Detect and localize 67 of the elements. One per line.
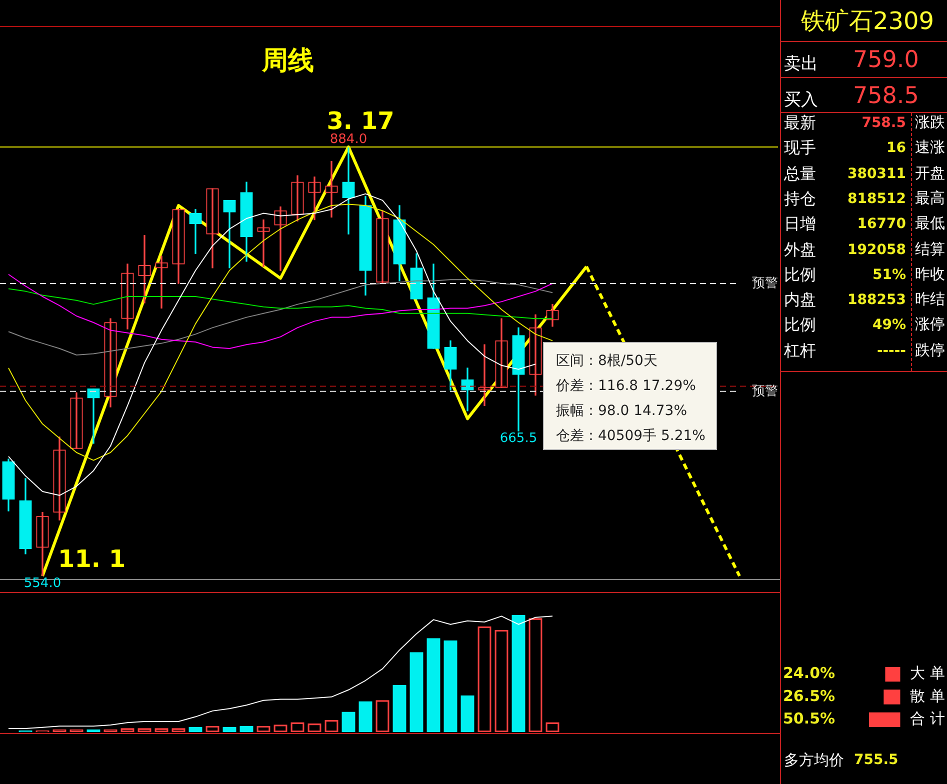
text: 比例 (784, 264, 816, 286)
annotation: 11. 1 (58, 545, 126, 573)
text: 铁矿石2309 (801, 6, 934, 37)
chart-title: 周线 (262, 45, 314, 78)
bar (410, 652, 424, 732)
data-label: 24.0% (783, 664, 836, 682)
text: 外盘 (784, 240, 816, 260)
text: 现手 (784, 138, 816, 160)
annotation: 区间：8根/50天 (556, 352, 658, 371)
candlestick (478, 344, 491, 406)
text: 51% (872, 266, 906, 283)
text: 总量 (784, 164, 816, 185)
text: 755.5 (854, 752, 898, 768)
ref-line-label: 预警 (752, 276, 778, 291)
bar (222, 726, 236, 732)
text: 最新 (784, 113, 816, 134)
y-tick-label: 散 单 (910, 686, 946, 705)
y-tick-label: 大 单 (910, 664, 946, 682)
annotation: 884.0 (330, 132, 368, 147)
text: 买入 (784, 89, 818, 111)
bar (342, 712, 356, 732)
text: 结算 (915, 240, 945, 258)
text: 速涨 (915, 138, 945, 158)
bar (358, 701, 372, 732)
text: 758.5 (853, 83, 919, 109)
data-label: 26.5% (783, 686, 836, 705)
bar (392, 684, 406, 732)
annotation: 554.0 (24, 576, 62, 591)
annotation: 振幅：98.0 14.73% (556, 402, 688, 421)
text: 涨停 (915, 315, 945, 334)
text: 380311 (848, 166, 906, 182)
text: 818512 (848, 190, 906, 207)
text: 内盘 (784, 290, 816, 312)
text: 涨跌 (915, 113, 945, 132)
text: 跌停 (915, 340, 945, 360)
annotation: 665.5 (500, 430, 538, 446)
text: 最低 (915, 214, 945, 234)
text: 192058 (848, 242, 906, 258)
text: 16770 (857, 216, 906, 232)
text: 758.5 (862, 115, 906, 131)
bar (460, 695, 474, 732)
text: ----- (876, 342, 906, 359)
bar (188, 726, 202, 732)
text: 昨结 (915, 290, 945, 310)
text: 日增 (784, 214, 816, 236)
text: 卖出 (784, 53, 818, 75)
text: 开盘 (915, 164, 945, 183)
bar (444, 640, 458, 732)
text: 188253 (848, 292, 906, 308)
bar (512, 615, 526, 732)
candlestick (325, 160, 338, 218)
text: 49% (872, 317, 906, 334)
text: 多方均价 (784, 751, 844, 770)
text: 16 (886, 140, 906, 156)
text: 杠杆 (784, 340, 816, 362)
text: 最高 (915, 188, 945, 208)
y-tick-label: 合 计 (910, 710, 946, 728)
text: 比例 (784, 315, 816, 336)
text: 持仓 (784, 188, 816, 210)
annotation: 价差：116.8 17.29% (556, 377, 697, 396)
data-label: 50.5% (783, 710, 836, 728)
text: 759.0 (853, 47, 919, 73)
annotation: 仓差：40509手 5.21% (556, 427, 706, 446)
text: 昨收 (915, 264, 945, 284)
bar (240, 726, 254, 732)
bar (426, 638, 440, 732)
ref-line-label: 预警 (752, 384, 778, 399)
